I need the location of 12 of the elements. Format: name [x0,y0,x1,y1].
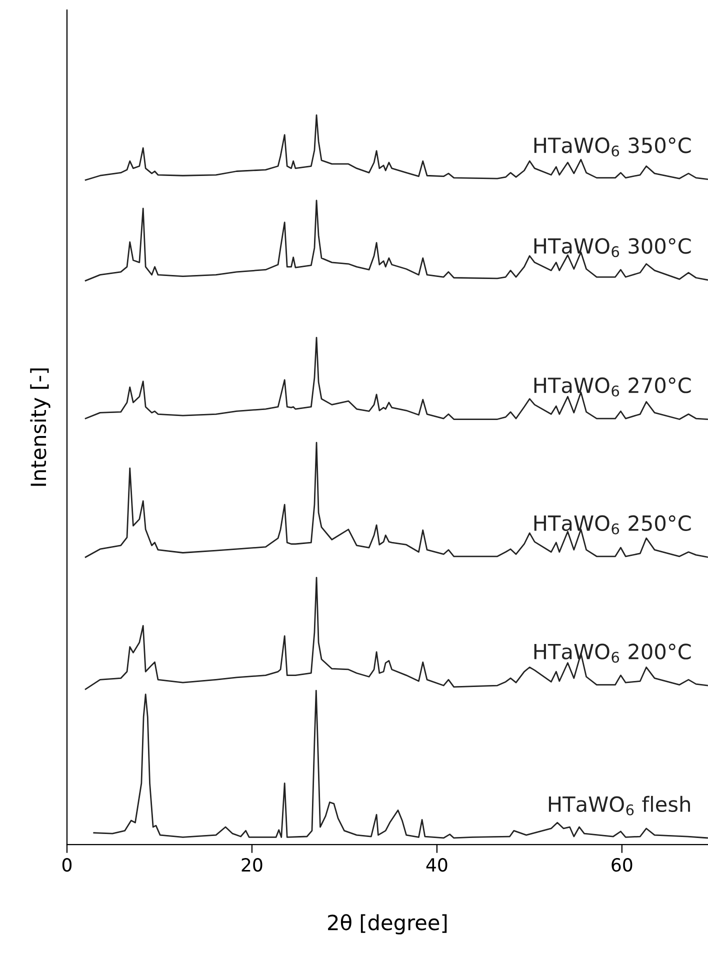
x-tick-label: 20 [242,858,262,872]
x-tick-label: 40 [426,858,448,872]
x-tick-label: 60 [612,858,632,872]
y-axis-title: Intensity [-] [30,368,50,486]
x-tick-label: 0 [62,858,72,872]
series-label: HTaWO$_{6}$ flesh [548,796,690,816]
series-label: HTaWO$_{6}$ 270°C [534,377,691,397]
series-label: HTaWO$_{6}$ 200°C [534,644,691,663]
x-axis-title: 2θ [degree] [328,914,447,934]
series-label: HTaWO$_{6}$ 250°C [534,515,691,534]
series-label: HTaWO$_{6}$ 300°C [534,238,691,258]
series-label: HTaWO$_{6}$ 350°C [534,137,691,157]
